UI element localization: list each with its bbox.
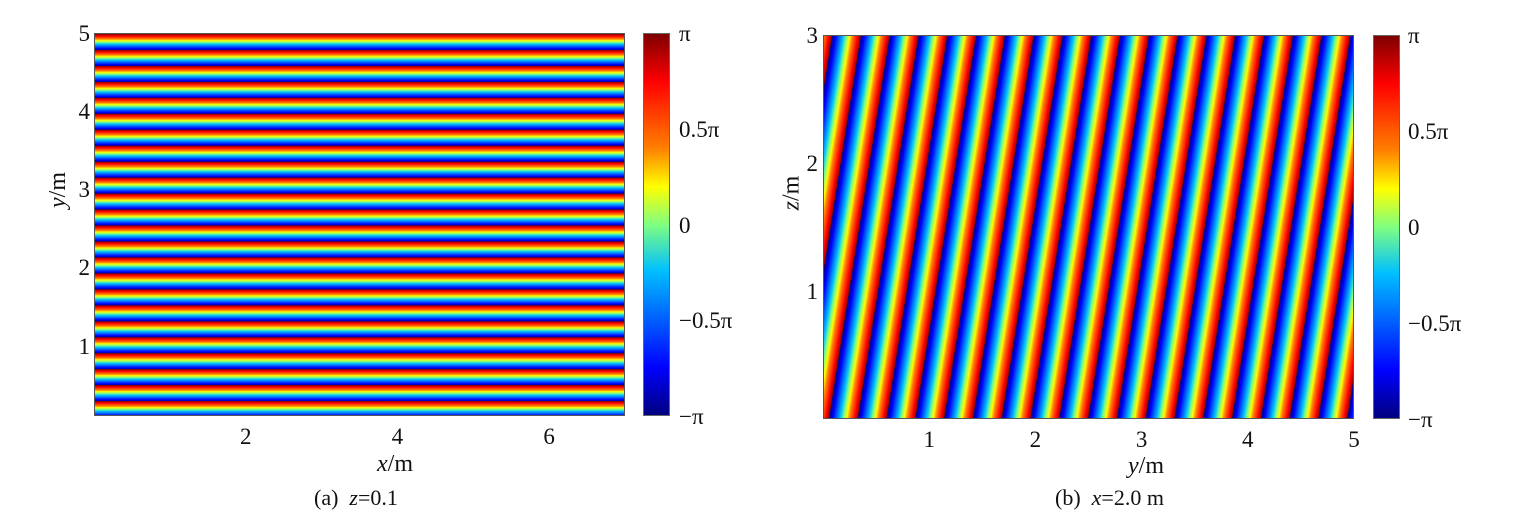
x-tick-label: 5 (1348, 427, 1360, 452)
phase-map-b (823, 35, 1354, 419)
x-tick-label: 2 (1029, 427, 1042, 452)
y-tick-label: 4 (78, 99, 91, 125)
colorbar-tick-label: 0.5π (1408, 119, 1449, 144)
fringe-band (943, 36, 1035, 418)
fringe-band (1058, 36, 1151, 418)
ylabel-b: z/m (778, 175, 805, 211)
fringe-band (95, 34, 624, 51)
fringe-band (1000, 36, 1093, 418)
x-tick-label: 4 (391, 424, 404, 449)
fringe-band (95, 225, 624, 243)
fringe-band (95, 321, 624, 338)
xlabel-b: y/m (1128, 453, 1164, 479)
fringe-band (1317, 36, 1353, 418)
fringe-band (95, 241, 624, 259)
colorbar-tick-label: π (1408, 23, 1420, 48)
fringe-band (1202, 36, 1295, 418)
fringe-band (1231, 36, 1323, 418)
fringe-band (95, 257, 624, 274)
colorbar-b (1373, 35, 1400, 419)
fringe-band (95, 81, 624, 99)
fringe-band (1173, 36, 1266, 418)
colorbar-tick-label: π (679, 21, 691, 46)
fringe-band (95, 129, 624, 147)
fringe-band (95, 369, 624, 386)
fringe-band (95, 337, 624, 354)
fringe-band (95, 177, 624, 195)
phase-map-b-svg (824, 36, 1353, 418)
fringe-band (95, 113, 624, 131)
fringe-band (1029, 36, 1122, 418)
x-tick-label: 1 (923, 427, 935, 452)
y-tick-label: 1 (78, 333, 91, 359)
fringe-band (95, 193, 624, 211)
colorbar-tick-label: 0 (1408, 215, 1420, 240)
fringe-band (824, 36, 863, 418)
fringe-band (95, 353, 624, 370)
fringe-band (971, 36, 1064, 418)
colorbar-tick-label: 0 (679, 212, 691, 238)
colorbar-a (643, 33, 670, 416)
xlabel-a: x/m (377, 451, 413, 477)
fringe-band (95, 385, 624, 402)
fringe-band (1144, 36, 1237, 418)
caption-b: (b) x=2.0 m (1055, 485, 1164, 510)
fringe-band (95, 289, 624, 306)
fringe-band (95, 209, 624, 227)
y-tick-label: 1 (806, 279, 819, 304)
fringe-band (95, 401, 624, 415)
phase-map-a-svg (95, 34, 624, 415)
colorbar-tick-label: −0.5π (679, 308, 733, 334)
x-tick-label: 6 (543, 424, 555, 449)
y-tick-label: 2 (78, 255, 91, 281)
caption-a: (a) z=0.1 (314, 485, 398, 510)
fringe-band (1115, 36, 1208, 418)
y-tick-label: 2 (806, 151, 819, 176)
fringe-band (827, 36, 920, 418)
x-tick-label: 2 (239, 424, 252, 449)
y-tick-label: 3 (78, 177, 91, 203)
chart-panel-b: y/m z/m (b) x=2.0 m 1 2 3 4 5 1 2 3 π 0.5π 0 −0.5π −… (760, 0, 1526, 523)
fringe-band (95, 49, 624, 67)
chart-panel-a: x/m y/m (a) z=0.1 2 4 6 1 2 3 4 5 π 0.5π 0 −0.5π −π (0, 0, 760, 523)
fringe-band (95, 65, 624, 83)
colorbar-tick-label: −π (679, 404, 704, 429)
fringe-band (95, 161, 624, 179)
fringe-band (856, 36, 949, 418)
fringe-band (1087, 36, 1179, 418)
fringe-band (1288, 36, 1353, 418)
fringe-band (95, 273, 624, 290)
fringe-band (95, 97, 624, 115)
y-tick-label: 5 (78, 21, 91, 46)
colorbar-tick-label: 0.5π (679, 116, 720, 142)
x-tick-label: 4 (1242, 427, 1254, 452)
fringe-band (914, 36, 1007, 418)
y-tick-label: 3 (806, 23, 819, 48)
x-tick-label: 3 (1135, 427, 1148, 452)
fringe-band (1259, 36, 1352, 418)
fringe-band (95, 145, 624, 163)
fringe-band (885, 36, 978, 418)
fringe-band (95, 305, 624, 322)
fringe-band (824, 36, 891, 418)
colorbar-tick-label: −π (1408, 407, 1433, 432)
phase-map-a (94, 33, 625, 416)
colorbar-tick-label: −0.5π (1408, 311, 1462, 336)
